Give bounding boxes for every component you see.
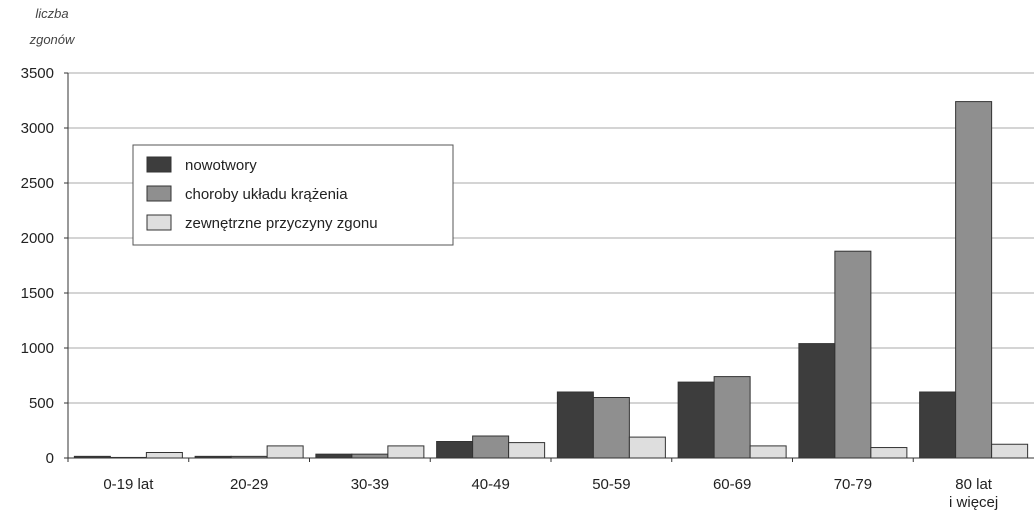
bar-choroby (713, 376, 751, 459)
y-tick-label: 2500 (21, 175, 54, 192)
x-tick-label: 60-69 (713, 476, 751, 493)
bar-nowotwory (919, 391, 957, 459)
x-tick-label: 30-39 (351, 476, 389, 493)
y-tick-label: 1000 (21, 340, 54, 357)
bar-nowotwory (315, 453, 353, 459)
y-tick-label: 3000 (21, 120, 54, 137)
legend: nowotwory choroby układu krążenia zewnętrz… (132, 144, 454, 246)
bar-nowotwory (677, 381, 715, 459)
x-tick-label: 40-49 (471, 476, 509, 493)
bar-zewnetrzne (145, 452, 183, 459)
bar-zewnetrzne (628, 436, 666, 459)
legend-box (132, 144, 454, 246)
bar-nowotwory (436, 441, 474, 459)
bar-zewnetrzne (749, 445, 787, 459)
bar-zewnetrzne (387, 445, 425, 459)
bar-choroby (834, 250, 872, 459)
y-tick-label: 3500 (21, 65, 54, 82)
legend-swatch (146, 185, 172, 202)
legend-swatch (146, 156, 172, 173)
bar-choroby (351, 453, 389, 459)
bar-nowotwory (556, 391, 594, 459)
x-tick-label: i więcej (949, 494, 998, 511)
legend-label: zewnętrzne przyczyny zgonu (185, 215, 378, 232)
bar-zewnetrzne (870, 447, 908, 459)
bars (73, 101, 1029, 459)
y-axis-label-line-2: zgonów (29, 32, 76, 47)
bar-choroby (592, 397, 630, 459)
y-tick-label: 0 (46, 450, 54, 467)
bar-nowotwory (798, 343, 836, 459)
y-tick-label: 500 (29, 395, 54, 412)
bar-zewnetrzne (266, 445, 304, 459)
x-tick-label: 80 lat (955, 476, 993, 493)
y-axis-label-line-1: liczba (35, 6, 68, 21)
bar-choroby (472, 435, 510, 459)
y-tick-label: 2000 (21, 230, 54, 247)
legend-swatch (146, 214, 172, 231)
bar-zewnetrzne (991, 443, 1029, 459)
axes: 0 500 1000 1500 2000 2500 3000 3500 0-19 lat 20-2… (21, 65, 1034, 511)
bar-choroby (955, 101, 993, 459)
bar-zewnetrzne (508, 442, 546, 459)
legend-label: choroby układu krążenia (185, 186, 348, 203)
x-tick-label: 20-29 (230, 476, 268, 493)
x-tick-label: 0-19 lat (103, 476, 154, 493)
legend-label: nowotwory (185, 157, 257, 174)
x-tick-label: 70-79 (834, 476, 872, 493)
x-tick-label: 50-59 (592, 476, 630, 493)
y-tick-label: 1500 (21, 285, 54, 302)
